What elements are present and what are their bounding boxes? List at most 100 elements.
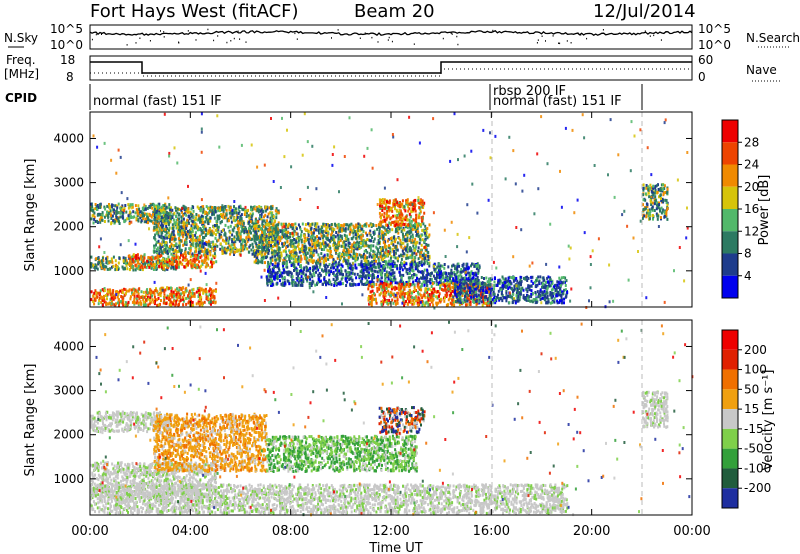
scatter-cell <box>233 253 235 256</box>
scatter-cell <box>353 254 356 258</box>
scatter-cell <box>138 296 141 300</box>
scatter-cell <box>259 239 262 243</box>
scatter-cell <box>178 208 181 211</box>
scatter-cell <box>331 231 334 235</box>
scatter-cell <box>223 233 226 237</box>
scatter-cell <box>454 267 456 271</box>
scatter-cell <box>424 224 427 228</box>
scatter-cell <box>217 238 220 242</box>
scatter-cell <box>299 227 302 231</box>
scatter-cell <box>244 210 247 214</box>
scatter-cell <box>112 264 115 268</box>
scatter-cell <box>190 219 193 223</box>
scatter-cell <box>447 265 450 269</box>
scatter-cell <box>175 214 177 218</box>
scatter-cell <box>134 211 137 215</box>
scatter-cell <box>332 271 335 275</box>
scatter-cell <box>347 256 350 259</box>
scatter-cell <box>111 260 114 264</box>
scatter-cell <box>162 204 165 208</box>
scatter-cell <box>258 205 261 209</box>
scatter-cell <box>336 246 339 250</box>
noise-search-point <box>217 35 219 37</box>
scatter-cell <box>314 236 317 240</box>
scatter-cell <box>372 231 375 234</box>
scatter-cell <box>112 255 115 259</box>
scatter-cell <box>372 254 375 258</box>
noise-search-point <box>139 37 141 39</box>
scatter-cell <box>212 260 215 264</box>
noise-search-point <box>91 38 93 41</box>
scatter-cell <box>383 232 386 236</box>
scatter-cell <box>197 256 200 260</box>
scatter-cell <box>335 231 338 234</box>
scatter-cell <box>349 255 352 259</box>
scatter-cell <box>352 224 355 228</box>
scatter-cell <box>177 250 180 254</box>
scatter-cell <box>393 255 396 259</box>
scatter-cell <box>154 289 157 293</box>
scatter-cell <box>461 264 464 267</box>
scatter-cell <box>332 236 335 240</box>
scatter-cell <box>114 293 117 297</box>
scatter-cell <box>184 233 187 237</box>
scatter-cell <box>93 217 96 221</box>
scatter-cell <box>111 208 114 212</box>
scatter-cell <box>169 262 172 265</box>
scatter-cell <box>246 211 248 215</box>
scatter-cell <box>207 231 209 235</box>
scatter-cell <box>109 292 112 296</box>
scatter-cell <box>201 229 204 233</box>
scatter-cell <box>283 249 286 253</box>
scatter-cell <box>168 226 171 230</box>
scatter-cell <box>338 269 341 273</box>
scatter-cell <box>224 232 227 236</box>
scatter-cell <box>400 253 402 257</box>
scatter-cell <box>173 294 175 298</box>
scatter-cell <box>165 211 168 215</box>
scatter-cell <box>280 251 283 255</box>
scatter-cell <box>215 220 218 223</box>
scatter-cell <box>413 227 416 231</box>
scatter-cell <box>225 249 228 253</box>
scatter-cell <box>418 277 421 281</box>
scatter-cell <box>246 233 249 236</box>
scatter-cell <box>156 298 159 302</box>
scatter-cell <box>94 289 97 293</box>
scatter-cell <box>151 298 154 302</box>
scatter-cell <box>188 231 191 235</box>
scatter-cell <box>443 263 446 266</box>
scatter-cell <box>314 244 317 248</box>
scatter-cell <box>311 237 314 241</box>
scatter-cell <box>124 258 127 262</box>
scatter-cell <box>336 223 339 227</box>
scatter-cell <box>163 295 166 299</box>
scatter-cell <box>259 209 262 213</box>
scatter-cell <box>121 265 124 269</box>
scatter-cell <box>239 204 242 208</box>
noise-search-point <box>577 32 579 35</box>
scatter-cell <box>163 250 166 254</box>
scatter-cell <box>416 232 418 236</box>
scatter-cell <box>350 245 353 249</box>
scatter-cell <box>189 260 191 264</box>
scatter-cell <box>115 209 118 213</box>
scatter-cell <box>216 224 218 227</box>
scatter-cell <box>365 222 368 226</box>
scatter-cell <box>192 206 195 209</box>
scatter-cell <box>201 205 203 209</box>
scatter-cell <box>265 240 268 244</box>
scatter-cell <box>216 217 219 221</box>
scatter-cell <box>172 226 174 230</box>
scatter-cell <box>276 230 279 234</box>
scatter-cell <box>419 249 422 253</box>
scatter-cell <box>134 268 137 272</box>
noise-search-point <box>580 34 582 36</box>
scatter-cell <box>383 226 386 230</box>
scatter-cell <box>177 255 179 259</box>
scatter-cell <box>176 207 179 211</box>
scatter-cell <box>159 224 162 228</box>
scatter-cell <box>387 237 390 241</box>
scatter-cell <box>423 239 426 243</box>
scatter-cell <box>93 302 96 306</box>
